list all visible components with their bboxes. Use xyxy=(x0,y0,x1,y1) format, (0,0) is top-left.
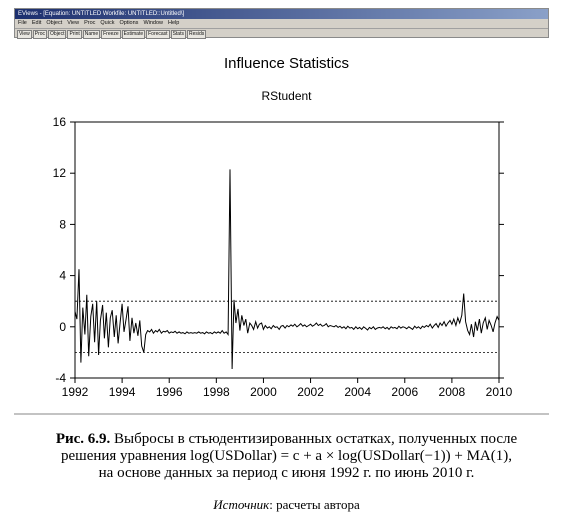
toolbar-button-forecast[interactable]: Forecast xyxy=(146,29,170,39)
x-tick-label: 2010 xyxy=(486,385,513,399)
figure-source: Источник: расчеты автора xyxy=(0,497,573,513)
caption-line-1: Выбросы в стьюдентизированных остатках, … xyxy=(110,431,518,447)
source-label: Источник xyxy=(213,497,270,512)
y-tick-label: 12 xyxy=(53,166,67,180)
rstudent-series-line xyxy=(74,169,500,370)
window-titlebar[interactable]: EViews - [Equation: UNTITLED Workfile: U… xyxy=(15,9,548,19)
x-tick-label: 1996 xyxy=(156,385,183,399)
figure-caption: Рис. 6.9. Выбросы в стьюдентизированных … xyxy=(0,431,573,482)
menu-item-options[interactable]: Options xyxy=(119,20,139,26)
toolbar-button-freeze[interactable]: Freeze xyxy=(101,29,121,39)
x-tick-label: 2000 xyxy=(250,385,277,399)
eviews-window-chrome: EViews - [Equation: UNTITLED Workfile: U… xyxy=(14,8,549,39)
y-tick-label: -4 xyxy=(55,371,66,385)
x-tick-label: 1992 xyxy=(62,385,89,399)
rstudent-chart: -4 0 4 8 12 16 1992 1994 1996 1998 2000 2002 2004 200… xyxy=(53,115,513,399)
y-tick-label: 0 xyxy=(59,320,66,334)
source-text: : расчеты автора xyxy=(269,497,360,512)
toolbar-button-resids[interactable]: Resids xyxy=(186,29,207,39)
figure-label: Рис. 6.9. xyxy=(55,431,111,447)
chart-subtitle: RStudent xyxy=(261,89,312,103)
toolbar-button-object[interactable]: Object xyxy=(48,29,67,39)
plot-frame xyxy=(74,121,500,379)
equation-toolbar: View Proc Object Print Name Freeze Estimate For… xyxy=(15,28,548,39)
menu-item-object[interactable]: Object xyxy=(46,20,63,26)
menu-item-file[interactable]: File xyxy=(18,20,27,26)
toolbar-button-estimate[interactable]: Estimate xyxy=(121,29,146,39)
y-tick-label: 8 xyxy=(59,217,66,231)
graph-frame xyxy=(14,40,549,413)
y-tick-label: 4 xyxy=(59,269,66,283)
menu-item-help[interactable]: Help xyxy=(168,20,180,26)
window-title: EViews - [Equation: UNTITLED Workfile: U… xyxy=(18,11,185,17)
x-tick-label: 2002 xyxy=(297,385,324,399)
x-tick-label: 2006 xyxy=(391,385,418,399)
toolbar-button-stats[interactable]: Stats xyxy=(170,29,186,39)
menu-item-window[interactable]: Window xyxy=(143,20,163,26)
menu-item-edit[interactable]: Edit xyxy=(31,20,42,26)
menu-item-quick[interactable]: Quick xyxy=(100,20,115,26)
toolbar-button-view[interactable]: View xyxy=(17,29,32,39)
caption-line-2: решения уравнения log(USDollar) = c + a … xyxy=(60,448,513,464)
toolbar-button-name[interactable]: Name xyxy=(82,29,101,39)
x-tick-label: 1998 xyxy=(203,385,230,399)
x-tick-label: 1994 xyxy=(109,385,136,399)
toolbar-button-print[interactable]: Print xyxy=(67,29,82,39)
x-tick-label: 2008 xyxy=(439,385,466,399)
y-tick-label: 16 xyxy=(53,115,67,129)
menu-item-view[interactable]: View xyxy=(67,20,80,26)
caption-line-3: на основе данных за период с июня 1992 г… xyxy=(98,465,475,481)
x-tick-label: 2004 xyxy=(344,385,371,399)
toolbar-button-proc[interactable]: Proc xyxy=(32,29,48,39)
menu-item-proc[interactable]: Proc xyxy=(84,20,96,26)
chart-title: Influence Statistics xyxy=(223,55,350,72)
menu-bar: File Edit Object View Proc Quick Options Window… xyxy=(15,19,548,28)
